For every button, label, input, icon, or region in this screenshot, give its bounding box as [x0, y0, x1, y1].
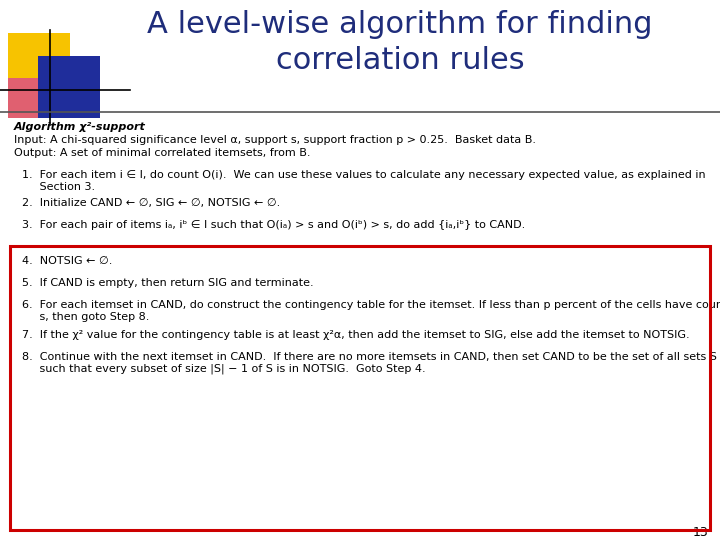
Text: Input: A chi-squared significance level α, support s, support fraction p > 0.25.: Input: A chi-squared significance level … [14, 135, 536, 145]
Text: Algorithm χ²-support: Algorithm χ²-support [14, 122, 146, 132]
Text: 4.  NOTSIG ← ∅.: 4. NOTSIG ← ∅. [22, 256, 112, 266]
Text: Output: A set of minimal correlated itemsets, from B.: Output: A set of minimal correlated item… [14, 148, 310, 158]
Bar [8, 33, 70, 95]
Text: 3.  For each pair of items iₐ, iᵇ ∈ I such that O(iₐ) > s and O(iᵇ) > s, do add : 3. For each pair of items iₐ, iᵇ ∈ I suc… [22, 220, 526, 230]
Text: 5.  If CAND is empty, then return SIG and terminate.: 5. If CAND is empty, then return SIG and… [22, 278, 314, 288]
Bar [8, 78, 48, 118]
Text: 8.  Continue with the next itemset in CAND.  If there are no more itemsets in CA: 8. Continue with the next itemset in CAN… [22, 352, 717, 374]
Bar [38, 56, 100, 118]
Bar [10, 246, 710, 530]
Text: 1.  For each item i ∈ I, do count O(i).  We can use these values to calculate an: 1. For each item i ∈ I, do count O(i). W… [22, 170, 706, 192]
Text: 2.  Initialize CAND ← ∅, SIG ← ∅, NOTSIG ← ∅.: 2. Initialize CAND ← ∅, SIG ← ∅, NOTSIG … [22, 198, 280, 208]
Text: 6.  For each itemset in CAND, do construct the contingency table for the itemset: 6. For each itemset in CAND, do construc… [22, 300, 720, 322]
Text: A level-wise algorithm for finding
correlation rules: A level-wise algorithm for finding corre… [148, 10, 653, 75]
Text: 13: 13 [692, 526, 708, 539]
Text: 7.  If the χ² value for the contingency table is at least χ²α, then add the item: 7. If the χ² value for the contingency t… [22, 330, 690, 340]
